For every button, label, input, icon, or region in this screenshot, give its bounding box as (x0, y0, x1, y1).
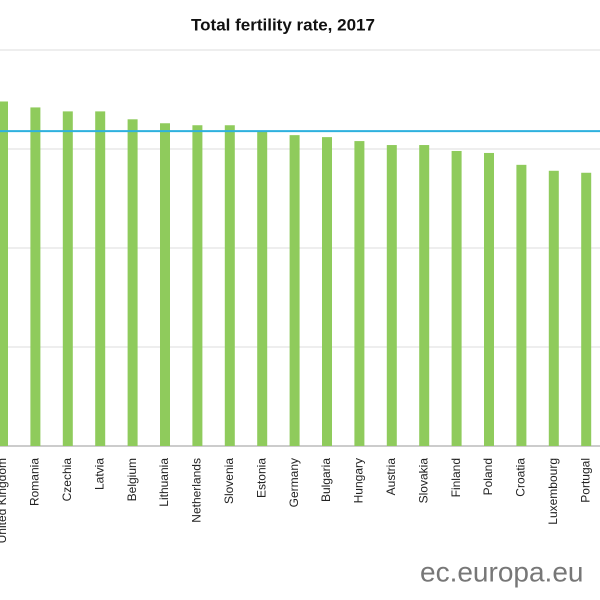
bar (95, 111, 106, 446)
x-tick-label: Luxembourg (546, 458, 560, 525)
bar (322, 137, 332, 446)
bar (386, 145, 397, 447)
bar (548, 170, 559, 446)
bar (257, 131, 268, 446)
bar (419, 145, 430, 447)
x-tick-label: Poland (481, 458, 495, 495)
bar (289, 135, 300, 446)
bar (516, 164, 527, 446)
x-tick-label: Netherlands (190, 458, 204, 523)
bar (62, 111, 73, 446)
source-label: ec.europa.eu (420, 556, 583, 587)
x-tick-label: Austria (384, 458, 398, 496)
bar (192, 125, 203, 447)
bar (30, 107, 41, 447)
x-tick-label: United Kingdom (0, 458, 9, 543)
bar (354, 141, 365, 446)
x-tick-label: Lithuania (157, 458, 171, 507)
x-tick-label: Croatia (514, 458, 528, 497)
x-tick-label: Finland (449, 458, 463, 497)
x-tick-label: Slovakia (416, 458, 430, 504)
bar (127, 119, 138, 447)
bar (160, 123, 170, 446)
x-tick-label: Portugal (578, 458, 592, 503)
x-tick-label: Romania (28, 458, 42, 506)
bar (451, 150, 462, 447)
x-tick-label: Latvia (92, 458, 106, 490)
x-tick-label: Slovenia (222, 458, 236, 504)
x-tick-label: Bulgaria (319, 458, 333, 502)
x-tick-label: Belgium (125, 458, 139, 501)
bar (484, 152, 494, 446)
x-tick-label: Germany (287, 458, 301, 507)
x-tick-label: Czechia (60, 458, 74, 502)
x-tick-label: Estonia (254, 458, 268, 498)
bar (0, 101, 8, 446)
bar (581, 172, 592, 446)
chart-title: Total fertility rate, 2017 (191, 15, 375, 34)
bar (224, 125, 235, 447)
x-tick-label: Hungary (352, 458, 366, 503)
